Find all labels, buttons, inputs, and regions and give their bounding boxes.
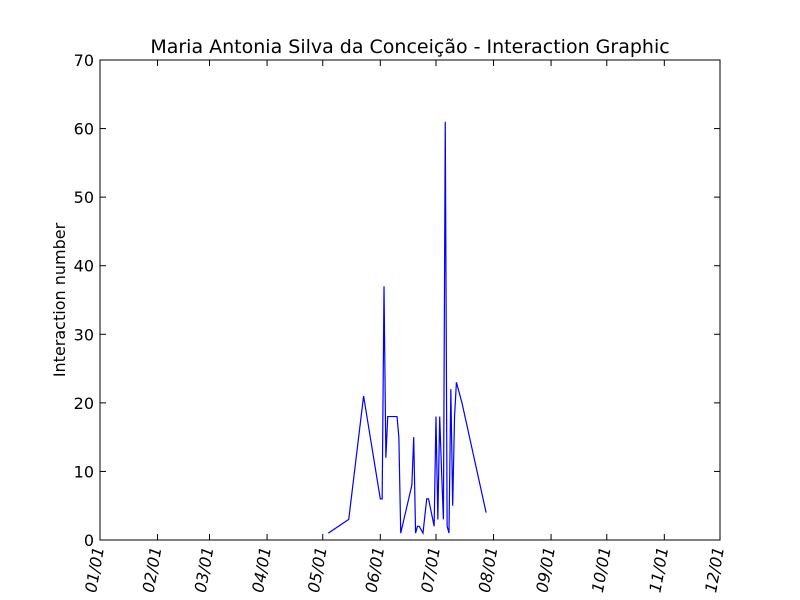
y-tick-label: 20 — [74, 394, 94, 413]
y-tick-label: 10 — [74, 462, 94, 481]
x-tick-label: 05/01 — [304, 545, 331, 594]
x-tick-label: 10/01 — [588, 545, 615, 594]
plot-area — [327, 121, 487, 536]
y-tick-label: 70 — [74, 51, 94, 70]
x-axis: 01/01 02/01 03/01 04/01 05/01 06/01 07/01 08/01… — [81, 60, 728, 594]
y-tick-label: 40 — [74, 257, 94, 276]
x-tick-label: 12/01 — [701, 545, 728, 594]
x-tick-label: 09/01 — [532, 545, 559, 594]
plot-frame — [99, 59, 721, 541]
x-tick-label: 03/01 — [191, 545, 218, 594]
x-tick-label: 07/01 — [417, 545, 444, 594]
x-tick-label: 04/01 — [248, 545, 275, 594]
y-axis-label: Interaction number — [50, 222, 69, 377]
y-tick-label: 30 — [74, 325, 94, 344]
chart-title: Maria Antonia Silva da Conceição - Inter… — [150, 36, 669, 58]
x-tick-label: 11/01 — [646, 545, 673, 594]
x-tick-label: 02/01 — [139, 545, 166, 594]
y-axis: 0 10 20 30 40 50 60 70 — [74, 51, 720, 550]
y-tick-label: 50 — [74, 188, 94, 207]
x-tick-label: 08/01 — [475, 545, 502, 594]
series-line-0 — [327, 121, 487, 536]
x-tick-label: 01/01 — [81, 545, 108, 594]
y-tick-label: 0 — [84, 531, 94, 550]
x-tick-label: 06/01 — [362, 545, 389, 594]
y-tick-label: 60 — [74, 120, 94, 139]
